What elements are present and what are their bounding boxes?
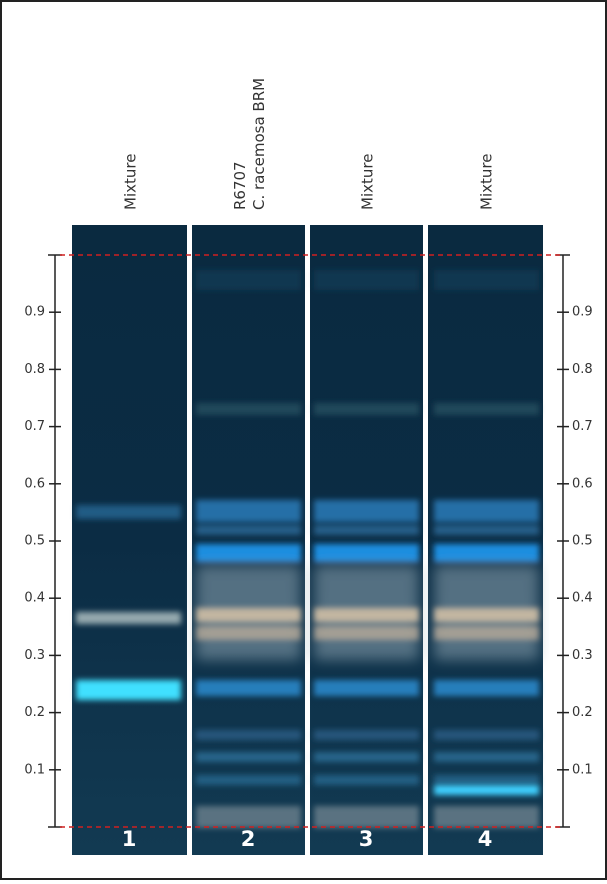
- lane-label: Mixture: [359, 154, 377, 210]
- tick-label: 0.3: [24, 648, 45, 663]
- tick-label: 0.1: [24, 762, 45, 777]
- tick-label: 0.8: [24, 362, 45, 377]
- lane-label: Mixture: [478, 154, 496, 210]
- tick-label: 0.9: [24, 305, 45, 320]
- lane-label: Mixture: [122, 154, 140, 210]
- lane-number: 2: [241, 827, 256, 851]
- plate: [72, 225, 543, 855]
- figure: 0.1 0.1 0.2 0.2 0.3 0.3 0.4 0.4 0.5 0.5 0.6 0.6 0.7 0…: [0, 0, 607, 880]
- tick-label: 0.6: [572, 476, 593, 491]
- tick-label: 0.6: [24, 476, 45, 491]
- tick-label: 0.4: [572, 591, 593, 606]
- tick-label: 0.8: [572, 362, 593, 377]
- tick-label: 0.1: [572, 762, 593, 777]
- tick-label: 0.3: [572, 648, 593, 663]
- tick-label: 0.2: [572, 705, 593, 720]
- tick-label: 0.5: [572, 534, 593, 549]
- tick-label: 0.7: [24, 419, 45, 434]
- lane-label: C. racemosa BRM: [250, 78, 268, 210]
- lane-label: R6707: [231, 161, 249, 210]
- tick-label: 0.2: [24, 705, 45, 720]
- tick-label: 0.9: [572, 305, 593, 320]
- tick-label: 0.7: [572, 419, 593, 434]
- lane-number: 1: [122, 827, 137, 851]
- tick-label: 0.4: [24, 591, 45, 606]
- tick-label: 0.5: [24, 534, 45, 549]
- lane-number: 4: [478, 827, 493, 851]
- lane-number: 3: [359, 827, 374, 851]
